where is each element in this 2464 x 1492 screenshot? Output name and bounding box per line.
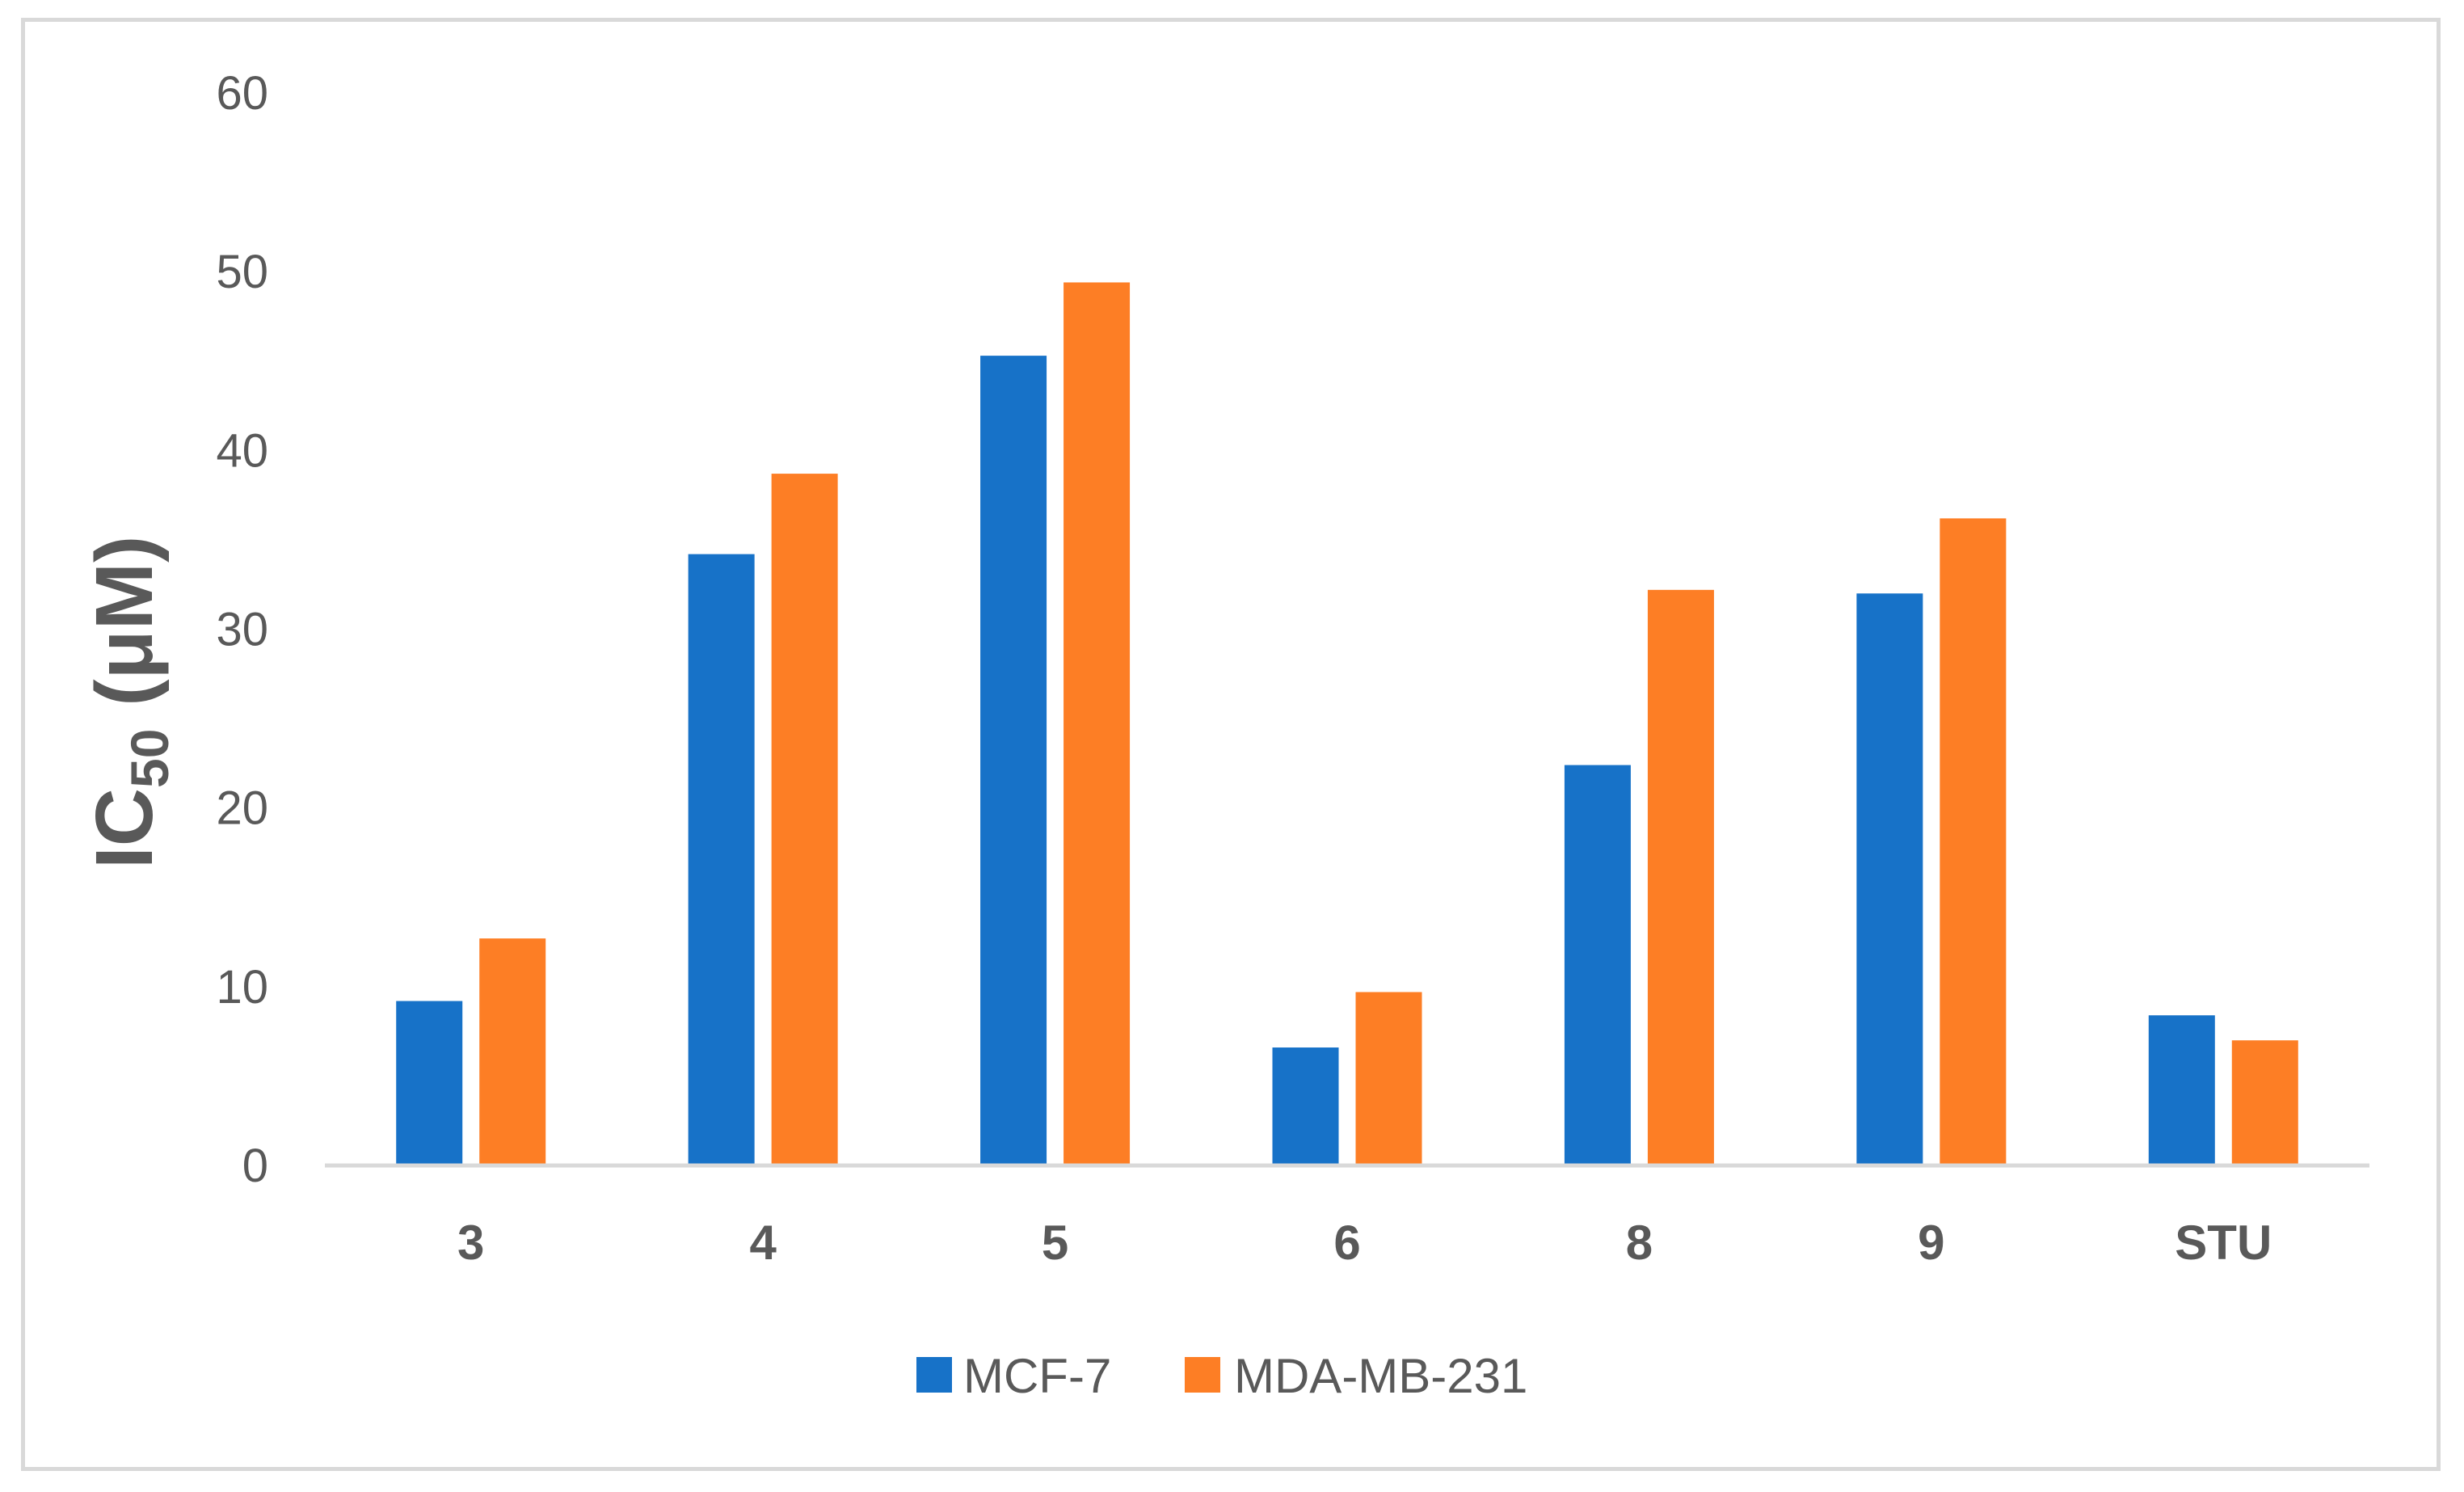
y-tick-label: 0	[242, 1140, 268, 1192]
y-tick-label: 60	[216, 67, 268, 120]
y-tick-label: 20	[216, 782, 268, 835]
bar-mcf-7-3	[396, 1001, 463, 1165]
x-category-label: 6	[1333, 1216, 1360, 1270]
x-axis-labels: 3 4 5 6 8 9 STU	[457, 1216, 2272, 1270]
y-tick-label: 50	[216, 246, 268, 298]
y-axis-title-main: IC	[79, 788, 170, 869]
y-axis-title-unit: (μM)	[79, 536, 170, 706]
chart-frame	[21, 18, 2441, 1471]
y-axis-title-subscript: 50	[120, 729, 179, 788]
legend-label: MDA-MB-231	[1234, 1349, 1527, 1403]
bars-group	[396, 282, 2298, 1166]
bar-mcf-7-6	[1272, 1047, 1339, 1165]
legend-swatch-mcf-7	[916, 1357, 952, 1393]
legend: MCF-7 MDA-MB-231	[916, 1349, 1527, 1403]
y-tick-label: 10	[216, 961, 268, 1014]
y-tick-label: 30	[216, 604, 268, 656]
legend-swatch-mda-mb-231	[1185, 1357, 1220, 1393]
bar-mcf-7-5	[980, 356, 1047, 1165]
bar-mcf-7-4	[688, 554, 755, 1165]
x-category-label: 4	[749, 1216, 777, 1270]
y-axis-title: IC50 (μM)	[79, 536, 179, 869]
bar-mda-mb-231-4	[771, 474, 838, 1165]
bar-mcf-7-9	[1856, 593, 1923, 1165]
y-tick-label: 40	[216, 424, 268, 477]
y-axis-ticks: 0 10 20 30 40 50 60	[216, 67, 268, 1192]
legend-label: MCF-7	[963, 1349, 1111, 1403]
x-category-label: 8	[1626, 1216, 1653, 1270]
bar-mcf-7-stu	[2148, 1015, 2215, 1165]
svg-text:IC50 (μM): IC50 (μM)	[79, 536, 179, 869]
x-category-label: 9	[1918, 1216, 1944, 1270]
x-category-label: STU	[2175, 1216, 2272, 1270]
x-category-label: 5	[1042, 1216, 1068, 1270]
bar-mda-mb-231-6	[1355, 992, 1422, 1165]
bar-mda-mb-231-3	[479, 938, 546, 1165]
x-category-label: 3	[457, 1216, 484, 1270]
bar-mda-mb-231-stu	[2231, 1040, 2298, 1165]
bar-mda-mb-231-9	[1940, 518, 2007, 1165]
bar-mda-mb-231-5	[1064, 282, 1131, 1166]
bar-mcf-7-8	[1564, 765, 1631, 1165]
bar-mda-mb-231-8	[1647, 589, 1714, 1165]
